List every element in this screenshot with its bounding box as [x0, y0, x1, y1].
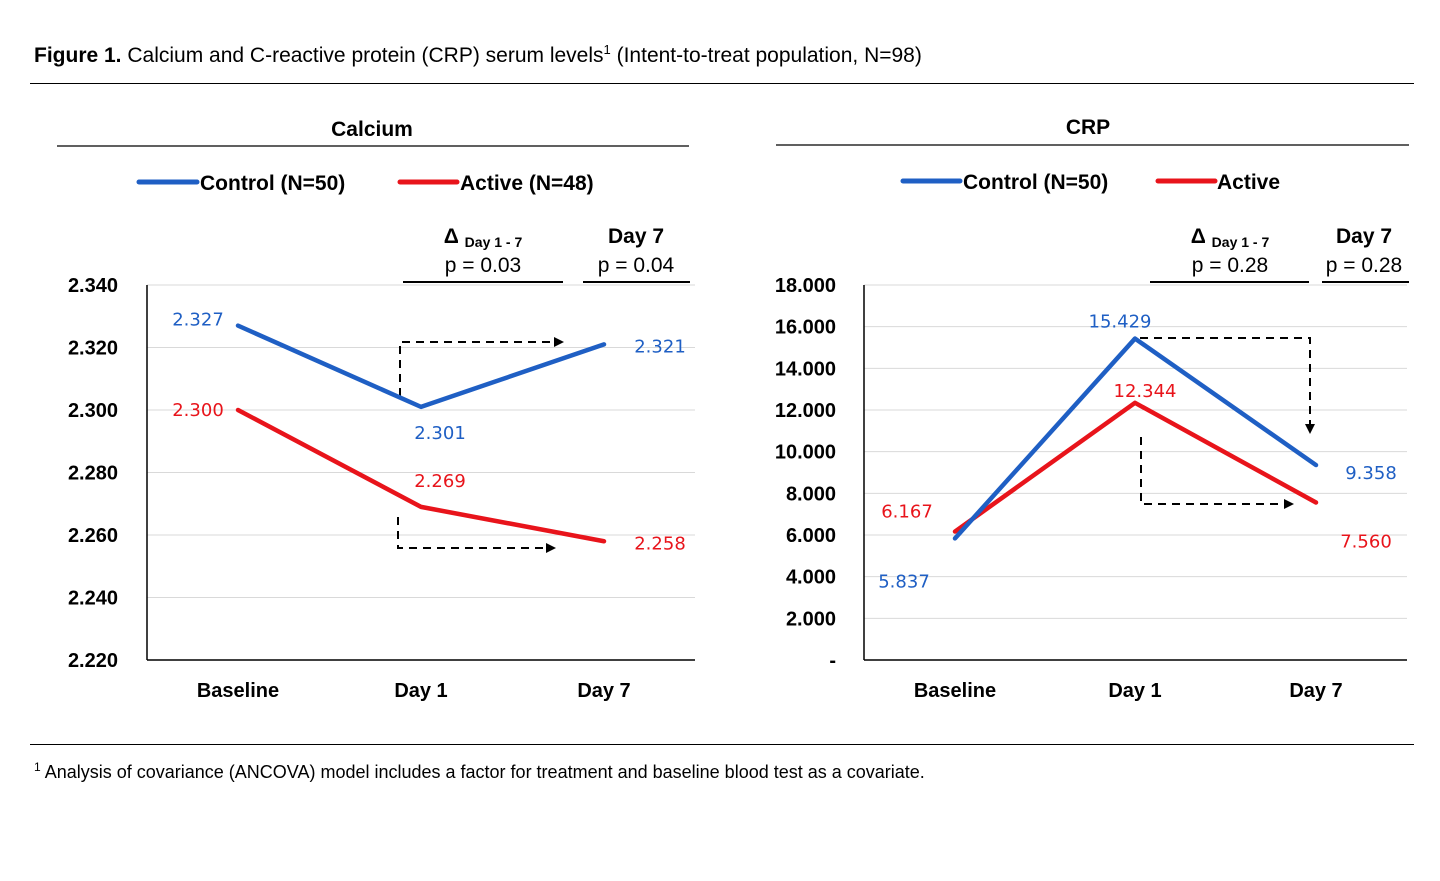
stat-delta-heading: Δ Day 1 - 7: [444, 225, 523, 250]
y-tick-label: 2.280: [68, 463, 118, 485]
legend-label-control: Control (N=50): [963, 171, 1108, 194]
x-tick-label: Baseline: [914, 680, 996, 702]
data-label-active: 2.258: [634, 533, 686, 554]
x-tick-label: Day 1: [1108, 680, 1161, 702]
data-label-active: 6.167: [881, 502, 933, 523]
delta-arrow-active: [397, 517, 556, 553]
stat-delta-heading: Δ Day 1 - 7: [1191, 225, 1270, 250]
legend-label-active: Active: [1217, 171, 1280, 194]
figure-title-bold: Figure 1.: [34, 44, 122, 67]
series-line-active: [952, 400, 1319, 534]
y-tick-label: 14.000: [775, 358, 836, 380]
y-tick-label: 6.000: [786, 525, 836, 547]
y-tick-label: 18.000: [775, 275, 836, 297]
chart-title: CRP: [1066, 116, 1110, 139]
figure-title-tail: (Intent-to-treat population, N=98): [610, 44, 922, 67]
figure-title: Figure 1. Calcium and C-reactive protein…: [34, 42, 922, 68]
y-tick-label: 2.000: [786, 608, 836, 630]
stat-p-value: p = 0.03: [445, 254, 521, 277]
data-label-control: 2.301: [414, 423, 466, 444]
y-tick-label: 2.340: [68, 275, 118, 297]
delta-subscript: Day 1 - 7: [1212, 234, 1270, 250]
figure-title-text: Calcium and C-reactive protein (CRP) ser…: [121, 44, 604, 67]
delta-arrow-control: [1140, 337, 1315, 434]
legend-label-control: Control (N=50): [200, 172, 345, 195]
stat-p-value: p = 0.04: [598, 254, 675, 277]
chart-calcium: Calcium Control (N=50) Active (N=48) Δ Day …: [57, 118, 695, 702]
series-line-control: [952, 336, 1319, 541]
series-line-control: [235, 323, 607, 410]
data-label-active: 2.300: [172, 400, 224, 421]
data-label-active: 2.269: [414, 471, 466, 492]
y-tick-label: 16.000: [775, 317, 836, 339]
y-tick-label: 8.000: [786, 483, 836, 505]
legend-label-active: Active (N=48): [460, 172, 594, 195]
data-label-control: 9.358: [1345, 463, 1397, 484]
stat-day7-heading: Day 7: [1336, 225, 1392, 248]
stat-p-value: p = 0.28: [1326, 254, 1402, 277]
series-line-active: [235, 407, 607, 544]
figure-title-superscript: 1: [603, 42, 611, 57]
data-label-control: 5.837: [878, 571, 930, 592]
delta-subscript: Day 1 - 7: [465, 234, 523, 250]
y-tick-label: 10.000: [775, 442, 836, 464]
top-rule: [30, 83, 1414, 84]
data-label-active: 7.560: [1340, 532, 1392, 553]
delta-symbol: Δ: [444, 225, 465, 248]
chart-title: Calcium: [331, 118, 413, 141]
y-tick-label: 2.320: [68, 338, 118, 360]
y-tick-label: 2.220: [68, 650, 118, 672]
delta-arrow-control: [399, 337, 564, 396]
data-label-active: 12.344: [1114, 381, 1177, 402]
x-tick-label: Day 1: [394, 680, 447, 702]
y-tick-label: 2.300: [68, 400, 118, 422]
x-tick-label: Day 7: [1289, 680, 1342, 702]
x-tick-label: Day 7: [577, 680, 630, 702]
y-tick-label: 12.000: [775, 400, 836, 422]
y-tick-label: 2.240: [68, 588, 118, 610]
data-label-control: 2.327: [172, 310, 224, 331]
footnote-text: Analysis of covariance (ANCOVA) model in…: [40, 762, 925, 782]
stat-p-value: p = 0.28: [1192, 254, 1268, 277]
y-tick-label: -: [829, 650, 836, 672]
delta-symbol: Δ: [1191, 225, 1212, 248]
y-tick-label: 2.260: [68, 525, 118, 547]
stat-day7-heading: Day 7: [608, 225, 664, 248]
y-tick-label: 4.000: [786, 567, 836, 589]
footnote: 1 Analysis of covariance (ANCOVA) model …: [34, 760, 925, 783]
x-tick-label: Baseline: [197, 680, 279, 702]
data-label-control: 15.429: [1089, 312, 1152, 333]
bottom-rule: [30, 744, 1414, 745]
footnote-superscript: 1: [34, 760, 41, 774]
chart-crp: CRP Control (N=50) Active Δ Day 1 - 7 p = 0.…: [775, 116, 1409, 702]
data-label-control: 2.321: [634, 336, 686, 357]
